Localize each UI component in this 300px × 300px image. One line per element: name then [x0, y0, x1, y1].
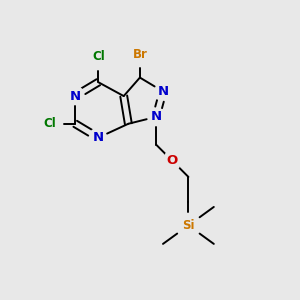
- Text: O: O: [167, 154, 178, 167]
- Text: N: N: [93, 131, 104, 144]
- Text: N: N: [158, 85, 169, 98]
- Text: Cl: Cl: [92, 50, 105, 63]
- Text: N: N: [151, 110, 162, 123]
- Text: Br: Br: [133, 48, 147, 61]
- Text: Cl: Cl: [44, 117, 56, 130]
- Text: N: N: [70, 90, 81, 103]
- Text: Si: Si: [182, 219, 195, 232]
